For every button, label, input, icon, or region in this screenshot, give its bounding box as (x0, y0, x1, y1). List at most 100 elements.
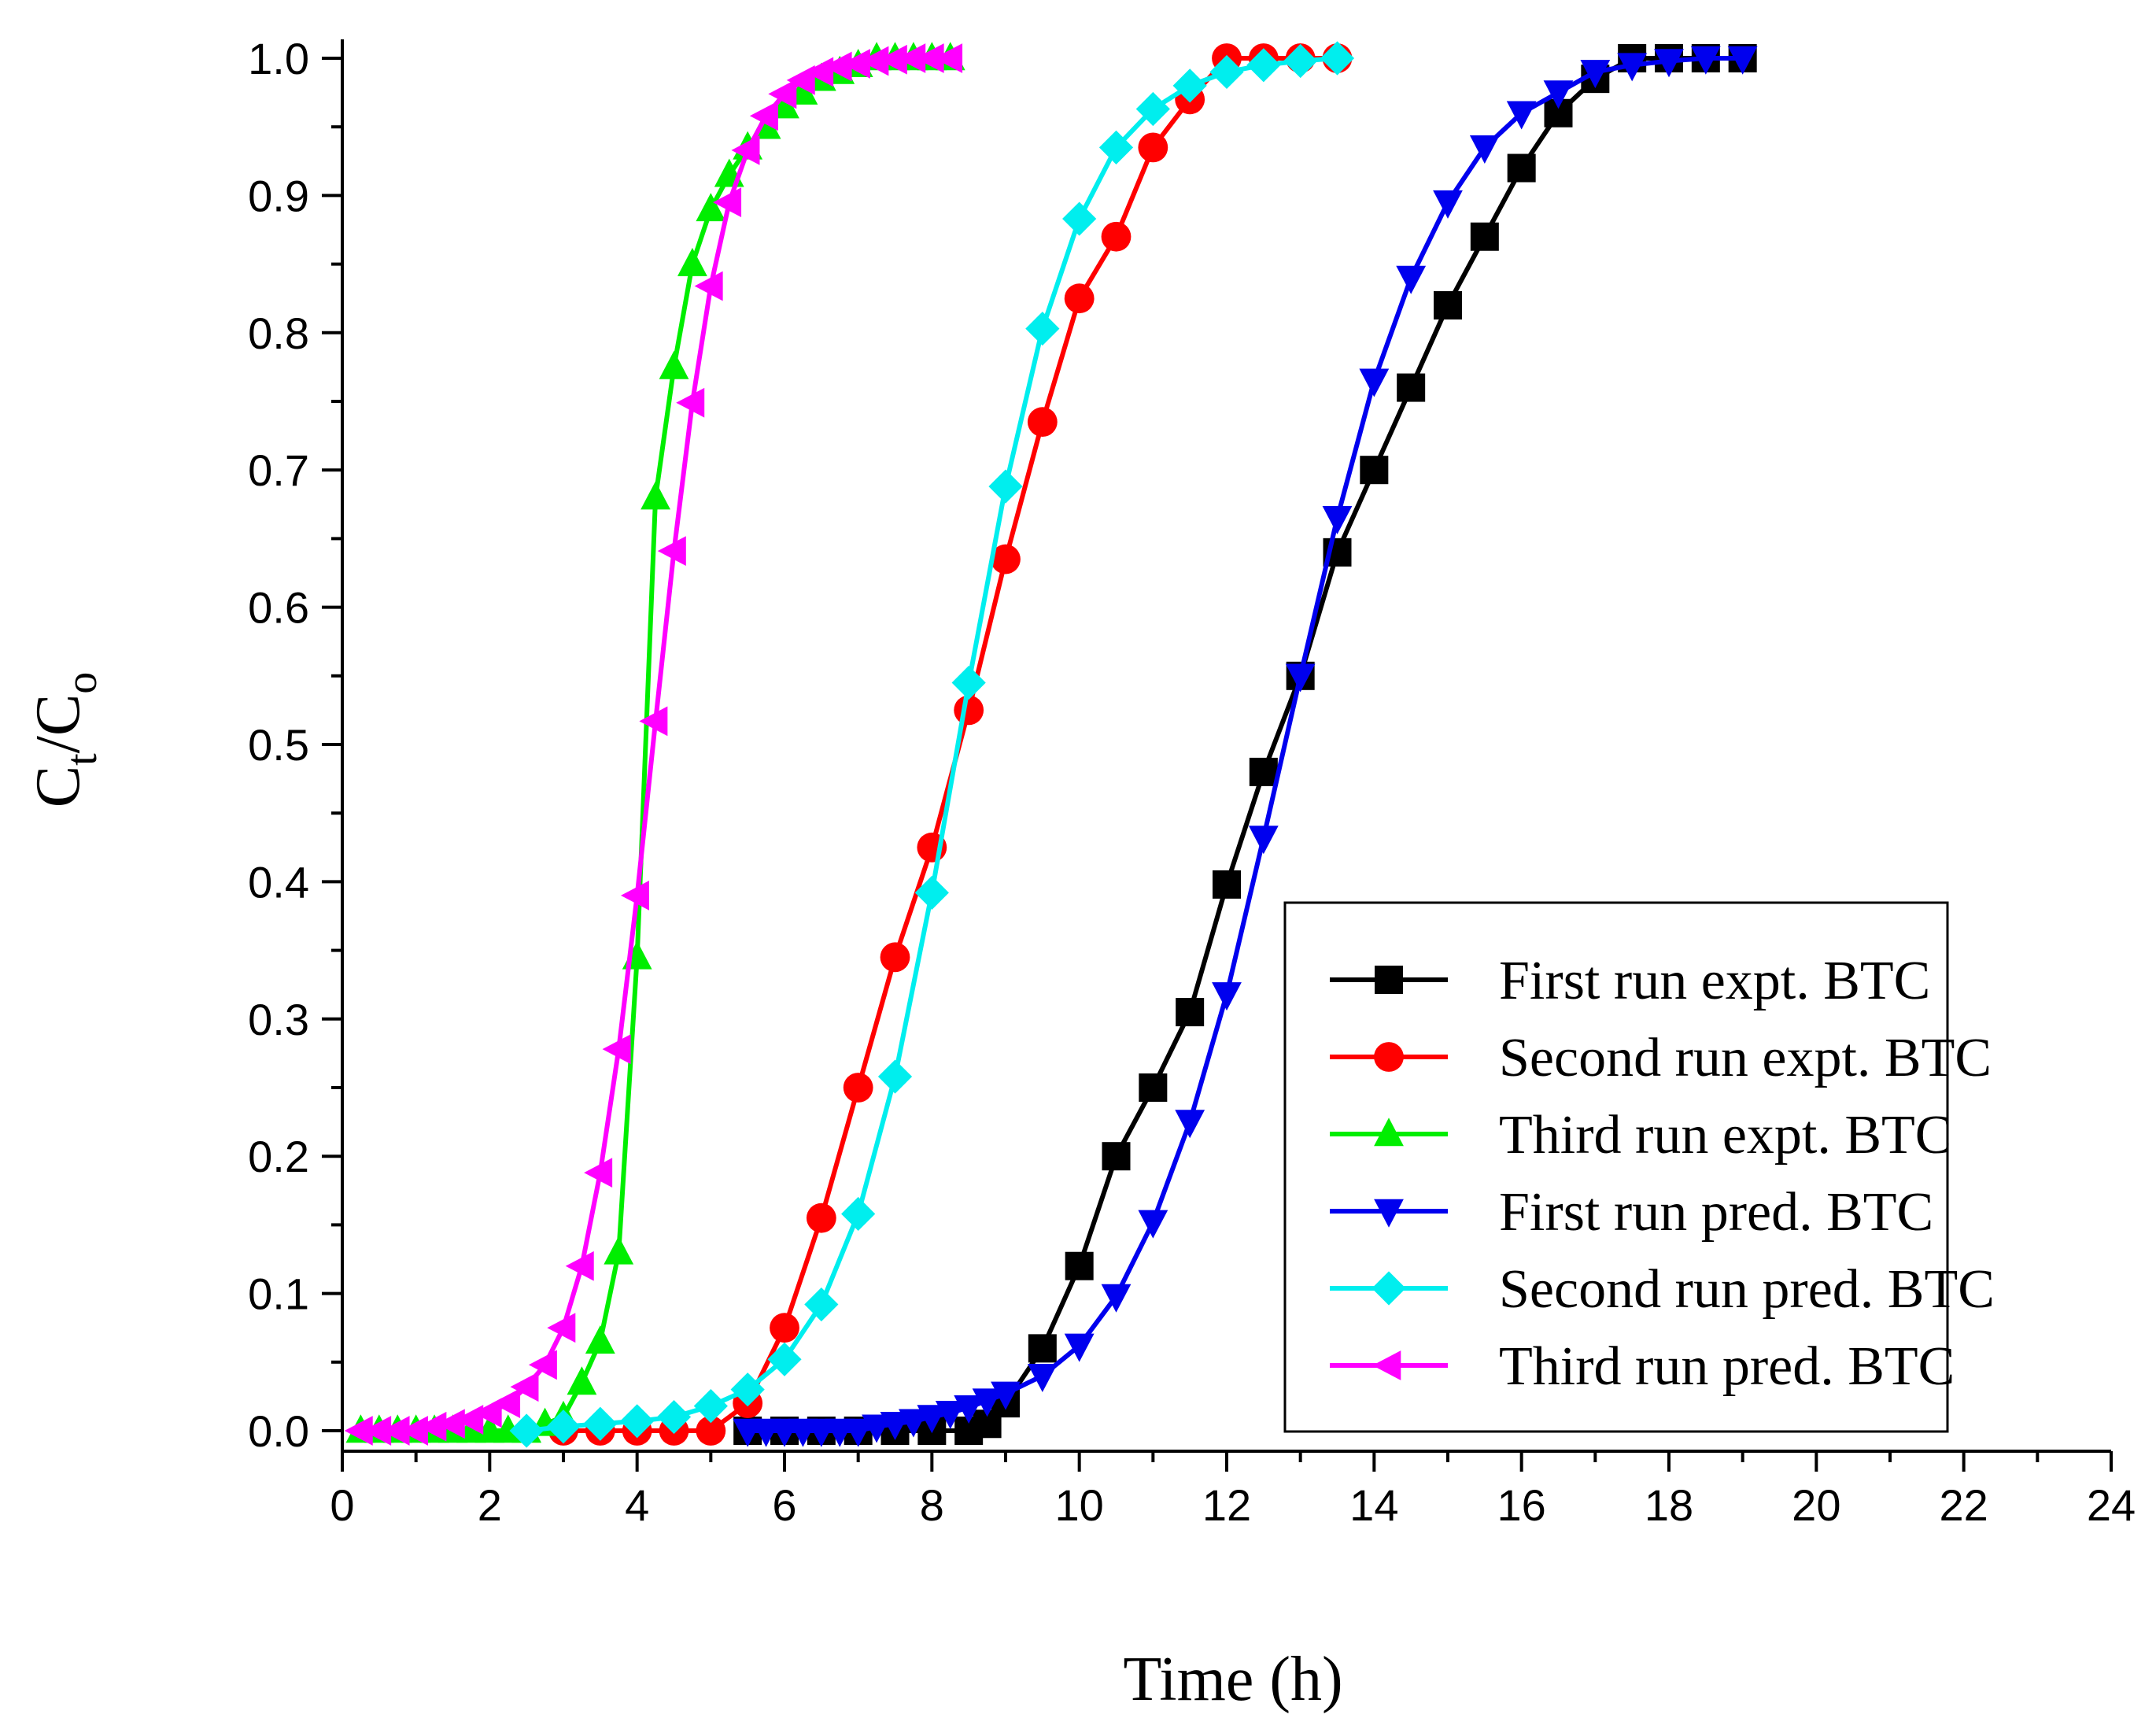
data-point (584, 1158, 613, 1188)
data-point (510, 1372, 539, 1402)
y-axis-title-sep: /C (24, 694, 93, 754)
y-tick-label: 0.8 (248, 308, 309, 358)
y-tick-label: 0.2 (248, 1132, 309, 1181)
data-point (954, 695, 984, 726)
legend-item: Third run expt. BTC (1330, 1105, 1951, 1166)
data-point (915, 43, 944, 73)
data-point (934, 43, 963, 73)
data-point (880, 942, 910, 973)
data-point (641, 481, 670, 510)
x-tick-label: 22 (1940, 1480, 1988, 1530)
data-point (1654, 49, 1684, 78)
data-point (954, 1395, 984, 1424)
data-point (1212, 982, 1242, 1011)
data-point (1396, 265, 1427, 294)
y-tick-label: 0.1 (248, 1269, 309, 1319)
data-point (639, 706, 668, 737)
data-point (1098, 130, 1134, 164)
x-tick-label: 2 (478, 1480, 502, 1530)
data-point (1209, 54, 1244, 90)
y-tick-label: 0.6 (248, 583, 309, 633)
data-point (843, 1073, 873, 1103)
data-point (1249, 757, 1278, 786)
data-point (696, 1416, 726, 1446)
data-point (730, 1372, 765, 1407)
data-point (1062, 201, 1097, 236)
data-point (1727, 46, 1758, 75)
data-point (1025, 311, 1060, 346)
data-point (509, 1413, 544, 1448)
data-point (381, 1416, 410, 1446)
y-tick-label: 0.7 (248, 445, 309, 495)
data-point (696, 193, 726, 222)
data-point (1172, 68, 1207, 103)
data-point (602, 1034, 631, 1065)
data-point (767, 1342, 802, 1376)
data-point (770, 1313, 799, 1343)
data-point (546, 1409, 581, 1444)
data-point (1064, 283, 1095, 314)
data-point (991, 1381, 1021, 1410)
legend-marker (1374, 1199, 1404, 1228)
y-tick-label: 0.9 (248, 171, 309, 220)
data-point (1283, 43, 1318, 79)
data-point (862, 1414, 892, 1443)
y-axis-title-sub-t: t (57, 753, 106, 766)
legend-item: First run pred. BTC (1330, 1182, 1933, 1243)
legend-item: Second run pred. BTC (1330, 1259, 1995, 1320)
x-tick-label: 24 (2087, 1480, 2136, 1530)
data-point (1138, 132, 1168, 163)
data-point (731, 135, 760, 165)
data-point (1246, 48, 1281, 83)
x-tick-label: 16 (1497, 1480, 1546, 1530)
data-point (804, 1287, 839, 1322)
legend-label: Third run expt. BTC (1499, 1105, 1951, 1166)
data-point (1101, 221, 1132, 252)
x-tick-label: 8 (920, 1480, 944, 1530)
data-point (676, 387, 705, 418)
data-point (1322, 505, 1353, 534)
legend-marker (1375, 966, 1403, 994)
data-point (1690, 46, 1721, 75)
data-point (567, 1366, 597, 1395)
x-tick-label: 0 (330, 1480, 354, 1530)
x-tick-label: 18 (1645, 1480, 1693, 1530)
data-point (659, 350, 689, 379)
data-point (1434, 290, 1462, 320)
data-point (436, 1409, 465, 1439)
data-point (528, 1350, 557, 1380)
data-point (656, 1399, 692, 1435)
data-point (1617, 53, 1648, 82)
data-point (1320, 41, 1355, 76)
y-tick-label: 0.0 (248, 1406, 309, 1456)
data-point (1176, 998, 1205, 1027)
data-point (1507, 153, 1536, 183)
data-point (877, 1059, 913, 1094)
legend-marker (1374, 1042, 1404, 1072)
x-tick-label: 12 (1202, 1480, 1251, 1530)
series-layer (344, 41, 1758, 1448)
legend-item: Third run pred. BTC (1330, 1336, 1955, 1397)
data-point (1470, 222, 1499, 251)
series-4 (733, 46, 1758, 1447)
data-point (677, 247, 707, 276)
data-point (657, 536, 686, 566)
legend-marker (1374, 1118, 1404, 1147)
legend-label: Second run pred. BTC (1499, 1259, 1995, 1320)
data-point (620, 1404, 655, 1439)
data-point (841, 1196, 876, 1232)
y-tick-label: 0.4 (248, 857, 309, 907)
y-tick-label: 1.0 (248, 34, 309, 83)
data-point (841, 49, 870, 79)
data-point (1027, 1363, 1058, 1392)
legend-item: Second run expt. BTC (1330, 1028, 1992, 1088)
legend: First run expt. BTC Second run expt. BTC T… (1283, 901, 1995, 1433)
data-point (914, 875, 949, 910)
data-point (1101, 1284, 1132, 1313)
x-tick-label: 14 (1349, 1480, 1398, 1530)
data-point (585, 1324, 615, 1354)
data-point (988, 469, 1023, 504)
data-point (1175, 1110, 1205, 1139)
data-point (583, 1406, 618, 1441)
